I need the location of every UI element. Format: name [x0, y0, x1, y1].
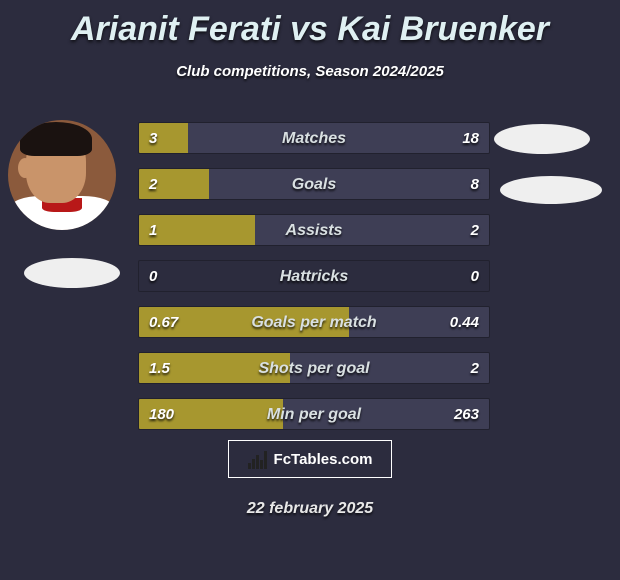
- comparison-title: Arianit Ferati vs Kai Bruenker: [0, 0, 620, 49]
- stat-value-left: 0: [139, 261, 167, 292]
- stat-value-left: 3: [139, 123, 167, 154]
- brand-label: FcTables.com: [274, 451, 373, 468]
- placeholder-oval: [500, 176, 602, 204]
- stat-value-right: 263: [444, 399, 489, 430]
- comparison-rows: 318Matches28Goals12Assists00Hattricks0.6…: [138, 122, 490, 444]
- stat-value-left: 1: [139, 215, 167, 246]
- stat-bar-right: [255, 215, 490, 245]
- stat-value-right: 0.44: [440, 307, 489, 338]
- stat-value-left: 1.5: [139, 353, 180, 384]
- stat-value-left: 0.67: [139, 307, 188, 338]
- stat-value-left: 2: [139, 169, 167, 200]
- stat-bar-right: [209, 169, 489, 199]
- stat-row: 1.52Shots per goal: [138, 352, 490, 384]
- stat-bar-right: [188, 123, 489, 153]
- comparison-subtitle: Club competitions, Season 2024/2025: [0, 63, 620, 80]
- stat-bar-right: [290, 353, 490, 383]
- stat-row: 180263Min per goal: [138, 398, 490, 430]
- stat-row: 12Assists: [138, 214, 490, 246]
- stat-value-right: 2: [461, 215, 489, 246]
- stat-row: 0 0Hattricks: [138, 260, 490, 292]
- stat-value-right: 18: [452, 123, 489, 154]
- placeholder-oval: [494, 124, 590, 154]
- stat-value-right: 0: [461, 261, 489, 292]
- stat-metric-label: Hattricks: [139, 261, 489, 292]
- brand-badge[interactable]: FcTables.com: [228, 440, 392, 478]
- stat-value-right: 8: [461, 169, 489, 200]
- stat-value-left: 180: [139, 399, 184, 430]
- comparison-date: 22 february 2025: [0, 500, 620, 518]
- stat-row: 0.670.44Goals per match: [138, 306, 490, 338]
- stat-row: 28Goals: [138, 168, 490, 200]
- stat-row: 318Matches: [138, 122, 490, 154]
- placeholder-oval: [24, 258, 120, 288]
- player-left-avatar: [8, 120, 116, 230]
- stat-value-right: 2: [461, 353, 489, 384]
- brand-chart-icon: [248, 449, 270, 469]
